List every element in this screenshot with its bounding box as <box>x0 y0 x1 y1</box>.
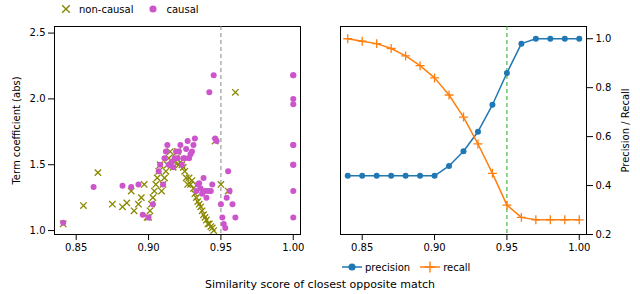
html-text:non-causal: non-causal <box>79 3 134 15</box>
svg-text:0.85: 0.85 <box>65 242 87 253</box>
html-text:precision: precision <box>365 261 411 273</box>
svg-text:2.0: 2.0 <box>30 93 46 104</box>
svg-text:0.6: 0.6 <box>596 131 612 142</box>
svg-text:2.5: 2.5 <box>30 27 46 38</box>
svg-text:0.95: 0.95 <box>496 242 518 253</box>
svg-text:1.00: 1.00 <box>282 242 304 253</box>
svg-text:1.0: 1.0 <box>30 225 46 236</box>
svg-text:0.95: 0.95 <box>210 242 232 253</box>
svg-text:1.00: 1.00 <box>568 242 590 253</box>
svg-text:0.4: 0.4 <box>596 180 612 191</box>
svg-text:1.5: 1.5 <box>30 159 46 170</box>
svg-text:0.90: 0.90 <box>137 242 159 253</box>
svg-text:0.85: 0.85 <box>351 242 373 253</box>
svg-text:1.0: 1.0 <box>596 33 612 44</box>
svg-text:Term coefficient (abs): Term coefficient (abs) <box>11 76 22 185</box>
html-text:Similarity score of closest op: Similarity score of closest opposite mat… <box>204 278 435 291</box>
svg-text:0.2: 0.2 <box>596 229 612 240</box>
svg-text:0.90: 0.90 <box>423 242 445 253</box>
svg-text:0.8: 0.8 <box>596 82 612 93</box>
html-text:recall: recall <box>443 261 471 273</box>
svg-text:Precision / Recall: Precision / Recall <box>620 88 631 172</box>
html-text:causal: causal <box>166 3 199 15</box>
